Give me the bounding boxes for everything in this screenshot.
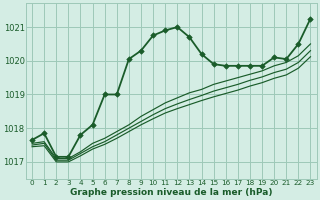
X-axis label: Graphe pression niveau de la mer (hPa): Graphe pression niveau de la mer (hPa)	[70, 188, 273, 197]
